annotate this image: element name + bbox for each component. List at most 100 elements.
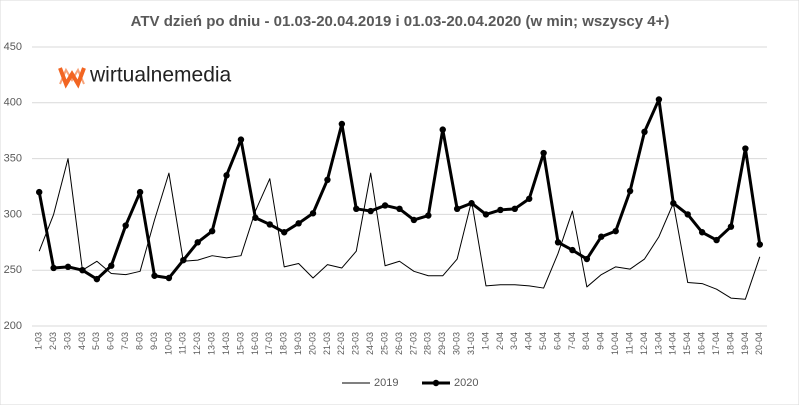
point bbox=[50, 264, 57, 272]
x-tick-label: 2-04 bbox=[495, 332, 505, 350]
point bbox=[79, 267, 86, 274]
point bbox=[583, 255, 591, 263]
x-tick-label: 8-03 bbox=[134, 332, 144, 350]
x-tick-label: 11-03 bbox=[178, 332, 188, 354]
point bbox=[237, 136, 245, 143]
point bbox=[641, 128, 648, 136]
y-tick-label: 250 bbox=[4, 264, 22, 276]
x-tick-label: 15-04 bbox=[682, 332, 692, 355]
x-tick-label: 23-03 bbox=[351, 332, 361, 355]
x-tick-label: 4-04 bbox=[524, 332, 534, 350]
series-line bbox=[38, 158, 761, 300]
point bbox=[338, 120, 346, 128]
x-tick-label: 6-03 bbox=[106, 332, 116, 350]
x-tick-label: 2-03 bbox=[48, 332, 58, 350]
point bbox=[367, 207, 374, 215]
x-tick-label: 4-03 bbox=[77, 332, 87, 350]
point bbox=[223, 172, 230, 179]
x-tick-label: 7-03 bbox=[120, 332, 130, 350]
point bbox=[756, 241, 763, 248]
point bbox=[742, 145, 749, 152]
x-tick-label: 12-03 bbox=[192, 332, 202, 355]
point bbox=[727, 223, 735, 230]
x-tick-label: 1-04 bbox=[480, 332, 490, 350]
y-tick-label: 450 bbox=[4, 41, 22, 53]
x-tick-label: 12-04 bbox=[639, 332, 649, 355]
y-tick-label: 400 bbox=[4, 97, 22, 109]
point bbox=[482, 211, 490, 218]
x-tick-label: 9-04 bbox=[596, 332, 606, 350]
x-tick-label: 8-04 bbox=[581, 332, 591, 350]
point bbox=[410, 216, 418, 224]
point bbox=[93, 275, 101, 283]
point bbox=[281, 229, 288, 236]
x-tick-label: 7-04 bbox=[567, 332, 577, 350]
point bbox=[165, 274, 173, 282]
legend-label: 2019 bbox=[374, 377, 398, 389]
x-tick-label: 27-03 bbox=[408, 332, 418, 355]
point bbox=[194, 239, 201, 246]
x-tick-label: 5-04 bbox=[538, 332, 548, 350]
point bbox=[136, 188, 144, 196]
x-tick-label: 14-03 bbox=[221, 332, 231, 355]
x-tick-label: 10-04 bbox=[610, 332, 620, 355]
x-tick-label: 6-04 bbox=[552, 332, 562, 350]
x-tick-label: 19-03 bbox=[293, 332, 303, 355]
point bbox=[252, 214, 259, 221]
point bbox=[554, 239, 562, 246]
x-tick-label: 10-03 bbox=[163, 332, 173, 355]
x-tick-label: 29-03 bbox=[437, 332, 447, 355]
x-tick-label: 5-03 bbox=[91, 332, 101, 350]
x-tick-label: 20-04 bbox=[754, 332, 764, 355]
x-tick-label: 9-03 bbox=[149, 332, 159, 350]
x-tick-label: 28-03 bbox=[423, 332, 433, 355]
y-tick-label: 350 bbox=[4, 153, 22, 165]
point bbox=[453, 205, 461, 213]
x-tick-label: 3-04 bbox=[509, 332, 519, 350]
point bbox=[381, 202, 389, 209]
x-tick-label: 1-03 bbox=[34, 332, 44, 350]
point bbox=[540, 149, 547, 157]
point bbox=[598, 233, 605, 240]
point bbox=[324, 176, 331, 184]
x-tick-label: 16-03 bbox=[250, 332, 260, 355]
y-tick-label: 300 bbox=[4, 208, 22, 220]
point bbox=[266, 221, 273, 228]
x-tick-label: 19-04 bbox=[740, 332, 750, 355]
point bbox=[108, 262, 115, 269]
x-tick-label: 22-03 bbox=[336, 332, 346, 355]
point bbox=[396, 205, 403, 213]
point bbox=[295, 220, 302, 227]
point bbox=[309, 210, 317, 217]
point bbox=[612, 227, 619, 235]
x-tick-label: 21-03 bbox=[322, 332, 332, 355]
point bbox=[684, 211, 691, 218]
point bbox=[353, 205, 360, 213]
x-tick-label: 13-04 bbox=[653, 332, 663, 355]
x-tick-label: 16-04 bbox=[697, 332, 707, 355]
x-tick-label: 15-03 bbox=[235, 332, 245, 355]
x-tick-label: 18-04 bbox=[725, 332, 735, 355]
point bbox=[670, 200, 677, 207]
point bbox=[122, 222, 129, 229]
x-tick-label: 17-04 bbox=[711, 332, 721, 355]
x-tick-label: 24-03 bbox=[365, 332, 375, 355]
point bbox=[655, 96, 663, 103]
point bbox=[526, 195, 533, 202]
x-tick-label: 26-03 bbox=[394, 332, 404, 355]
x-tick-label: 20-03 bbox=[307, 332, 317, 355]
point bbox=[208, 227, 216, 235]
x-tick-label: 30-03 bbox=[452, 332, 462, 355]
legend-marker bbox=[432, 379, 440, 387]
point bbox=[626, 187, 634, 195]
point bbox=[569, 246, 576, 254]
point bbox=[511, 205, 518, 213]
point bbox=[713, 236, 720, 244]
point bbox=[698, 229, 706, 236]
x-tick-label: 14-04 bbox=[668, 332, 678, 355]
x-tick-label: 17-03 bbox=[264, 332, 274, 355]
point bbox=[64, 263, 72, 271]
point bbox=[180, 256, 187, 264]
